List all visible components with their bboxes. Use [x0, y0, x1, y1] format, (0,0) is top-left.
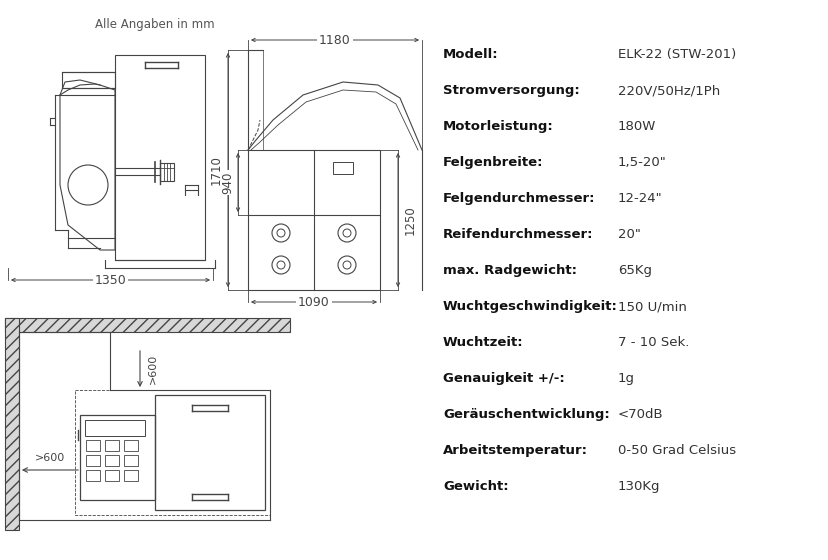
- Bar: [86, 440, 100, 451]
- Text: >600: >600: [35, 453, 65, 463]
- Text: >600: >600: [148, 354, 158, 384]
- Text: 1,5-20": 1,5-20": [617, 156, 666, 169]
- Text: 1350: 1350: [94, 273, 126, 287]
- Bar: [124, 455, 137, 466]
- Text: 20": 20": [617, 228, 640, 241]
- Text: 180W: 180W: [617, 120, 656, 133]
- Text: Genauigkeit +/-:: Genauigkeit +/-:: [442, 372, 564, 385]
- Text: 220V/50Hz/1Ph: 220V/50Hz/1Ph: [617, 84, 720, 97]
- Bar: [155, 395, 265, 510]
- Text: 65Kg: 65Kg: [617, 264, 651, 277]
- Text: Wuchtzeit:: Wuchtzeit:: [442, 336, 523, 349]
- Bar: [105, 440, 119, 451]
- Bar: [5, 318, 19, 530]
- Text: Motorleistung:: Motorleistung:: [442, 120, 553, 133]
- Text: 0-50 Grad Celsius: 0-50 Grad Celsius: [617, 444, 735, 457]
- Text: Arbeitstemperatur:: Arbeitstemperatur:: [442, 444, 587, 457]
- Text: 1710: 1710: [209, 155, 222, 185]
- Bar: [85, 420, 145, 436]
- Bar: [124, 440, 137, 451]
- Text: 1250: 1250: [403, 205, 416, 235]
- Bar: [80, 415, 155, 500]
- Text: max. Radgewicht:: max. Radgewicht:: [442, 264, 576, 277]
- Text: 7 - 10 Sek.: 7 - 10 Sek.: [617, 336, 689, 349]
- Text: 12-24": 12-24": [617, 192, 662, 205]
- Text: 150 U/min: 150 U/min: [617, 300, 686, 313]
- Text: Stromversorgung:: Stromversorgung:: [442, 84, 579, 97]
- Bar: [105, 470, 119, 481]
- Bar: [5, 318, 290, 332]
- Text: Gewicht:: Gewicht:: [442, 480, 508, 493]
- Text: Alle Angaben in mm: Alle Angaben in mm: [95, 18, 214, 31]
- Text: 1180: 1180: [319, 34, 350, 46]
- Bar: [62, 72, 115, 88]
- Bar: [105, 455, 119, 466]
- Bar: [115, 55, 205, 260]
- Text: 1g: 1g: [617, 372, 634, 385]
- Text: Modell:: Modell:: [442, 48, 498, 61]
- Text: Geräuschentwicklung:: Geräuschentwicklung:: [442, 408, 609, 421]
- Text: Wuchtgeschwindigkeit:: Wuchtgeschwindigkeit:: [442, 300, 617, 313]
- Text: Reifendurchmesser:: Reifendurchmesser:: [442, 228, 593, 241]
- Bar: [160, 163, 174, 181]
- Bar: [86, 455, 100, 466]
- Bar: [86, 470, 100, 481]
- Bar: [333, 162, 353, 174]
- Bar: [124, 470, 137, 481]
- Text: 1090: 1090: [298, 296, 330, 309]
- Text: 130Kg: 130Kg: [617, 480, 660, 493]
- Text: ELK-22 (STW-201): ELK-22 (STW-201): [617, 48, 735, 61]
- Text: Felgenbreite:: Felgenbreite:: [442, 156, 543, 169]
- Bar: [75, 390, 270, 515]
- Text: <70dB: <70dB: [617, 408, 663, 421]
- Text: Felgendurchmesser:: Felgendurchmesser:: [442, 192, 595, 205]
- Bar: [248, 150, 379, 290]
- Text: 940: 940: [221, 171, 234, 194]
